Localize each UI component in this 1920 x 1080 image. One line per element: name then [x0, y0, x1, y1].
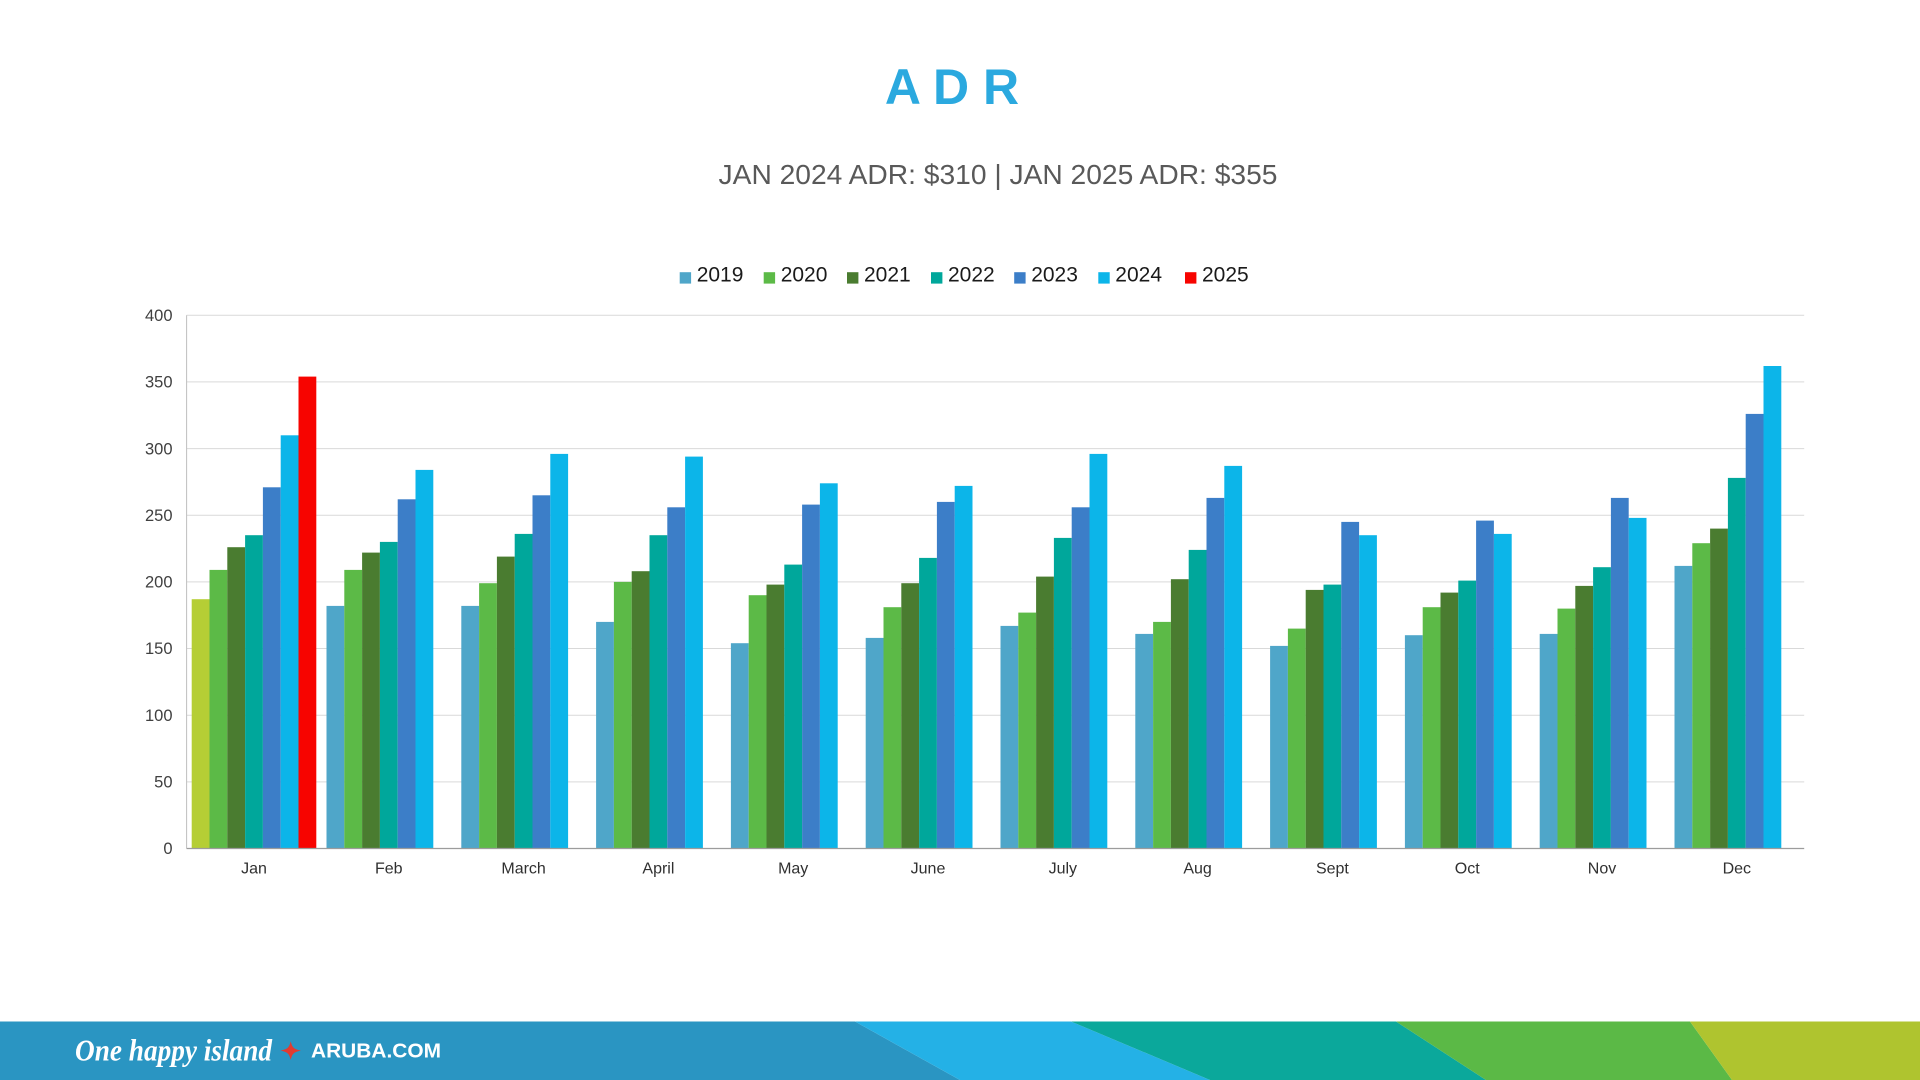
- svg-text:2020: 2020: [781, 264, 828, 287]
- svg-text:Feb: Feb: [375, 861, 403, 878]
- svg-text:50: 50: [154, 774, 172, 792]
- svg-text:100: 100: [145, 707, 173, 725]
- svg-text:Jan: Jan: [241, 861, 267, 878]
- svg-text:250: 250: [145, 507, 173, 525]
- svg-text:Aug: Aug: [1183, 861, 1211, 878]
- svg-text:July: July: [1049, 861, 1077, 878]
- svg-text:400: 400: [145, 307, 173, 325]
- svg-text:JAN 2024 ADR: $310 | JAN 2025: JAN 2024 ADR: $310 | JAN 2025 ADR: $355: [719, 158, 1278, 190]
- svg-text:0: 0: [163, 840, 172, 858]
- svg-text:June: June: [911, 861, 946, 878]
- svg-text:April: April: [642, 861, 674, 878]
- svg-text:March: March: [501, 861, 545, 878]
- svg-text:One happy island: One happy island: [75, 1034, 273, 1068]
- svg-text:300: 300: [145, 440, 173, 458]
- svg-text:Nov: Nov: [1588, 861, 1616, 878]
- svg-text:2019: 2019: [697, 264, 744, 287]
- svg-text:2023: 2023: [1031, 264, 1078, 287]
- svg-text:May: May: [778, 861, 808, 878]
- svg-text:2025: 2025: [1202, 264, 1249, 287]
- svg-text:Sept: Sept: [1316, 861, 1349, 878]
- svg-text:2024: 2024: [1115, 264, 1162, 287]
- svg-text:Oct: Oct: [1455, 861, 1480, 878]
- svg-text:350: 350: [145, 374, 173, 392]
- svg-text:2022: 2022: [948, 264, 995, 287]
- svg-text:ARUBA.COM: ARUBA.COM: [311, 1040, 441, 1063]
- svg-text:150: 150: [145, 640, 173, 658]
- svg-text:Dec: Dec: [1723, 861, 1751, 878]
- svg-text:A D R: A D R: [885, 59, 1019, 115]
- svg-text:2021: 2021: [864, 264, 911, 287]
- svg-text:200: 200: [145, 574, 173, 592]
